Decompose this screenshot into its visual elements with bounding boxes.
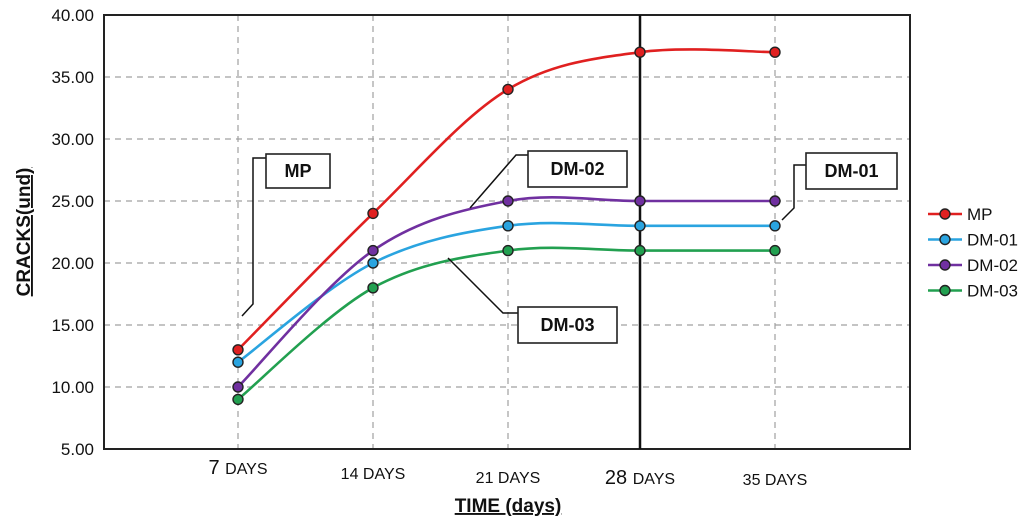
legend: MP DM-01 DM-02 DM-03 <box>928 205 1018 301</box>
callout-leader-dm-03 <box>447 257 518 314</box>
data-point-dm-01 <box>502 220 514 232</box>
series-lines <box>232 46 781 406</box>
series-line-dm-03 <box>237 246 775 401</box>
plot-border <box>103 14 911 450</box>
data-point-dm-02 <box>367 244 379 257</box>
x-tick-label: 7 DAYS <box>208 457 267 479</box>
series-line-dm-01 <box>237 221 775 364</box>
y-tick-label: 35.00 <box>51 68 94 87</box>
legend-label-dm-03: DM-03 <box>967 282 1018 301</box>
data-point-dm-02 <box>634 195 646 207</box>
x-tick-label: 14 DAYS <box>341 466 406 483</box>
callout-box-dm-02 <box>527 150 628 188</box>
y-tick-label: 15.00 <box>51 316 94 335</box>
callout-label-dm-02: DM-02 <box>550 159 604 179</box>
legend-marker-dm-01 <box>939 233 951 246</box>
legend-marker-dm-02 <box>939 259 951 271</box>
plot-frame <box>103 14 911 450</box>
data-point-mp <box>634 46 646 58</box>
callout-box-mp <box>265 153 331 189</box>
x-tick-label: 28 DAYS <box>605 467 675 489</box>
data-point-dm-03 <box>232 393 244 406</box>
y-tick-label: 20.00 <box>51 254 94 273</box>
y-tick-label: 30.00 <box>51 130 94 149</box>
grid <box>104 15 910 449</box>
data-point-dm-03 <box>769 244 781 257</box>
callouts: MP DM-02 DM-01 DM-03 <box>241 150 898 344</box>
data-point-dm-03 <box>634 244 646 257</box>
callout-label-dm-03: DM-03 <box>540 315 594 335</box>
data-point-dm-03 <box>367 282 379 294</box>
x-axis-title: TIME (days) <box>455 496 562 517</box>
series-line-mp <box>237 48 776 351</box>
callout-box-dm-01 <box>805 152 898 190</box>
data-point-dm-02 <box>232 381 244 393</box>
y-tick-label: 10.00 <box>51 378 94 397</box>
callout-label-dm-01: DM-01 <box>824 161 878 181</box>
data-point-mp <box>769 46 781 58</box>
data-point-dm-01 <box>634 220 646 232</box>
callout-leader-dm-01 <box>781 164 806 221</box>
data-point-mp <box>502 83 514 96</box>
legend-marker-dm-03 <box>939 284 951 297</box>
data-point-dm-01 <box>367 257 379 269</box>
callout-label-mp: MP <box>285 161 312 181</box>
data-point-dm-02 <box>502 195 514 207</box>
legend-label-dm-02: DM-02 <box>967 256 1018 275</box>
x-axis-ticks: 7 DAYS 14 DAYS 21 DAYS 28 DAYS 35 DAYS <box>208 457 807 489</box>
callout-leader-dm-02 <box>469 154 528 209</box>
y-axis-title: CRACKS(und) <box>14 168 35 297</box>
y-tick-label: 25.00 <box>51 192 94 211</box>
data-point-dm-01 <box>769 220 781 232</box>
legend-marker-mp <box>939 208 951 220</box>
data-point-dm-03 <box>502 244 514 257</box>
x-tick-label: 21 DAYS <box>476 470 541 487</box>
data-point-dm-02 <box>769 195 781 207</box>
data-point-mp <box>232 344 244 356</box>
legend-label-dm-01: DM-01 <box>967 231 1018 250</box>
y-tick-label: 40.00 <box>51 6 94 25</box>
callout-box-dm-03 <box>517 306 618 344</box>
data-point-dm-01 <box>232 356 244 368</box>
y-tick-label: 5.00 <box>61 440 94 459</box>
x-tick-label: 35 DAYS <box>743 472 808 489</box>
legend-label-mp: MP <box>967 205 993 224</box>
callout-leader-mp <box>241 157 266 317</box>
y-axis-ticks: 5.00 10.00 15.00 20.00 25.00 30.00 35.00 40.00 <box>51 6 94 459</box>
data-point-mp <box>367 207 379 220</box>
